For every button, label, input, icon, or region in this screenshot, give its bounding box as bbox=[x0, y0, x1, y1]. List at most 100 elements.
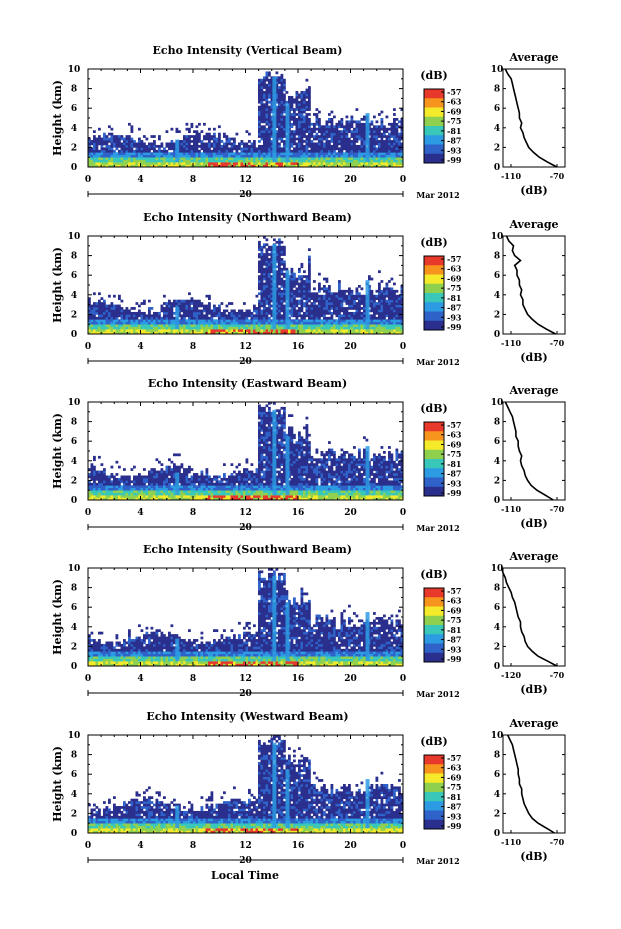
echo-cell bbox=[135, 144, 139, 148]
echo-cell bbox=[163, 487, 166, 491]
echo-cell bbox=[268, 311, 271, 315]
echo-cell bbox=[258, 98, 261, 102]
echo-cell bbox=[213, 159, 216, 163]
echo-cell bbox=[325, 152, 329, 156]
echo-cell bbox=[298, 152, 301, 156]
echo-cell bbox=[258, 154, 261, 158]
colorbar-swatch bbox=[424, 122, 444, 127]
echo-cell bbox=[130, 154, 134, 158]
profile-y-tick-label: 10 bbox=[491, 232, 504, 242]
echo-cell bbox=[318, 140, 321, 143]
echo-cell bbox=[350, 154, 354, 158]
echo-cell bbox=[385, 144, 389, 148]
echo-cell bbox=[280, 329, 284, 332]
echo-cell bbox=[328, 140, 331, 143]
echo-cell bbox=[180, 304, 184, 308]
echo-cell bbox=[353, 311, 356, 315]
echo-cell bbox=[328, 299, 331, 303]
echo-cell bbox=[278, 118, 281, 121]
echo-cell bbox=[188, 299, 191, 303]
echo-cell bbox=[328, 302, 331, 305]
echo-cell bbox=[398, 299, 401, 303]
echo-cell bbox=[323, 329, 326, 332]
echo-cell bbox=[203, 331, 206, 335]
echo-cell bbox=[335, 294, 339, 298]
echo-cell bbox=[110, 497, 114, 501]
echo-cell bbox=[370, 140, 374, 143]
echo-cell bbox=[373, 304, 376, 308]
echo-cell bbox=[258, 105, 261, 109]
echo-cell bbox=[400, 302, 404, 305]
echo-cell bbox=[115, 316, 119, 320]
echo-cell bbox=[345, 115, 349, 119]
echo-cell bbox=[260, 331, 264, 335]
echo-cell bbox=[205, 142, 209, 146]
echo-cell bbox=[318, 319, 321, 323]
echo-cell bbox=[143, 142, 146, 146]
echo-cell bbox=[258, 81, 261, 84]
echo-cell bbox=[255, 162, 259, 165]
echo-cell bbox=[375, 324, 379, 327]
echo-cell bbox=[400, 127, 404, 131]
echo-cell bbox=[255, 159, 259, 163]
echo-cell bbox=[318, 321, 321, 325]
echo-cell bbox=[270, 81, 274, 84]
profile-y-tick-label: 4 bbox=[494, 291, 500, 301]
echo-cell bbox=[178, 311, 181, 315]
echo-cell bbox=[390, 125, 394, 129]
echo-cell bbox=[98, 149, 101, 153]
echo-cell bbox=[225, 162, 229, 165]
echo-cell bbox=[283, 292, 286, 296]
echo-cell bbox=[305, 329, 309, 332]
echo-cell bbox=[295, 127, 299, 131]
echo-cell bbox=[370, 314, 374, 318]
echo-cell bbox=[170, 487, 174, 491]
echo-cell bbox=[138, 152, 141, 156]
echo-cell bbox=[145, 162, 149, 165]
echo-cell bbox=[308, 258, 311, 261]
echo-cell bbox=[198, 324, 201, 327]
echo-cell bbox=[323, 157, 326, 160]
echo-cell bbox=[145, 159, 149, 163]
echo-cell bbox=[298, 130, 301, 133]
echo-cell bbox=[265, 78, 269, 82]
echo-cell bbox=[183, 307, 186, 310]
echo-cell bbox=[358, 307, 361, 310]
echo-cell bbox=[355, 162, 359, 165]
echo-cell bbox=[265, 152, 269, 156]
echo-cell bbox=[258, 311, 261, 315]
echo-cell bbox=[333, 115, 336, 119]
echo-cell bbox=[150, 319, 154, 323]
echo-cell bbox=[313, 137, 316, 141]
echo-cell bbox=[163, 331, 166, 335]
echo-cell bbox=[330, 147, 334, 151]
echo-cell bbox=[295, 147, 299, 151]
echo-cell bbox=[260, 115, 264, 119]
echo-cell bbox=[163, 473, 166, 476]
echo-cell bbox=[388, 307, 391, 310]
echo-cell bbox=[90, 316, 94, 320]
echo-cell bbox=[253, 159, 256, 163]
echo-cell bbox=[160, 473, 164, 476]
echo-cell bbox=[155, 154, 159, 158]
echo-cell bbox=[338, 287, 341, 291]
echo-cell bbox=[278, 157, 281, 160]
echo-cell bbox=[400, 152, 404, 156]
echo-cell bbox=[265, 110, 269, 114]
echo-cell bbox=[163, 324, 166, 327]
echo-cell bbox=[215, 137, 219, 141]
echo-cell bbox=[265, 108, 269, 111]
echo-cell bbox=[360, 154, 364, 158]
echo-cell bbox=[190, 122, 194, 126]
echo-cell bbox=[303, 125, 306, 129]
echo-cell bbox=[93, 137, 96, 141]
echo-cell bbox=[280, 159, 284, 163]
echo-cell bbox=[178, 142, 181, 146]
echo-cell bbox=[210, 321, 214, 325]
echo-cell bbox=[293, 140, 296, 143]
echo-cell bbox=[333, 304, 336, 308]
echo-cell bbox=[265, 142, 269, 146]
echo-cell bbox=[265, 302, 269, 305]
echo-cell bbox=[378, 149, 381, 153]
echo-cell bbox=[248, 132, 251, 136]
